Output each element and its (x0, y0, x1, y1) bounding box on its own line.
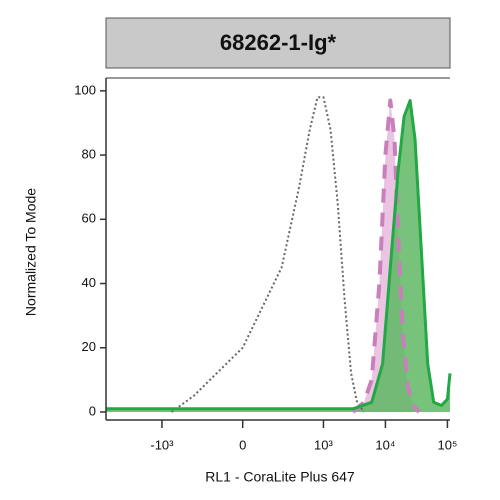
y-tick-label: 60 (82, 211, 96, 226)
y-tick-label: 80 (82, 147, 96, 162)
x-tick-label: 10⁵ (438, 437, 458, 452)
x-tick-label: -10³ (150, 437, 174, 452)
chart-title: 68262-1-Ig* (220, 30, 337, 55)
x-axis-label: RL1 - CoraLite Plus 647 (205, 469, 355, 485)
histogram-line (170, 96, 365, 413)
histogram-line (106, 99, 452, 411)
y-tick-label: 100 (74, 82, 96, 97)
y-tick-label: 20 (82, 339, 96, 354)
title-box (105, 17, 451, 69)
y-tick-label: 0 (89, 403, 96, 418)
histogram-line (351, 98, 421, 414)
x-tick-label: 10⁴ (375, 437, 395, 452)
y-tick-label: 40 (82, 275, 96, 290)
x-tick-label: 10³ (314, 437, 333, 452)
y-axis-label: Normalized To Mode (23, 188, 39, 316)
histogram-area (106, 100, 450, 412)
x-tick-label: 0 (239, 437, 246, 452)
